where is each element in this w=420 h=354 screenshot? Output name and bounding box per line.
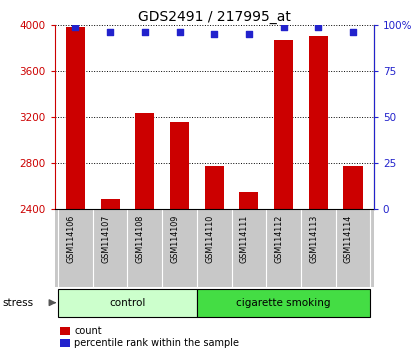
Bar — [344, 166, 362, 209]
Bar — [170, 122, 189, 209]
Text: GSM114110: GSM114110 — [205, 215, 214, 263]
Title: GDS2491 / 217995_at: GDS2491 / 217995_at — [138, 10, 291, 24]
Point — [349, 29, 356, 35]
Point — [246, 31, 252, 37]
Text: cigarette smoking: cigarette smoking — [236, 298, 331, 308]
Point — [211, 31, 218, 37]
Text: control: control — [109, 298, 146, 308]
Bar — [135, 113, 155, 209]
Point — [315, 24, 322, 29]
Text: GSM114113: GSM114113 — [309, 215, 318, 263]
Bar — [274, 40, 293, 209]
Point — [142, 29, 148, 35]
Point — [176, 29, 183, 35]
Text: GSM114111: GSM114111 — [240, 215, 249, 263]
Point — [280, 24, 287, 29]
FancyBboxPatch shape — [197, 289, 370, 317]
Text: GSM114114: GSM114114 — [344, 215, 353, 263]
Text: GSM114107: GSM114107 — [101, 215, 110, 263]
Text: stress: stress — [2, 298, 33, 308]
Text: GSM114106: GSM114106 — [66, 215, 76, 263]
Bar — [66, 27, 85, 209]
Point — [107, 29, 113, 35]
Text: GSM114109: GSM114109 — [171, 215, 179, 263]
Text: GSM114108: GSM114108 — [136, 215, 145, 263]
Bar — [239, 192, 258, 209]
Point — [72, 24, 79, 29]
FancyBboxPatch shape — [58, 289, 197, 317]
Bar — [309, 36, 328, 209]
Bar — [205, 166, 224, 209]
Text: GSM114112: GSM114112 — [275, 215, 284, 263]
Legend: count, percentile rank within the sample: count, percentile rank within the sample — [60, 325, 240, 349]
Bar — [100, 199, 120, 209]
